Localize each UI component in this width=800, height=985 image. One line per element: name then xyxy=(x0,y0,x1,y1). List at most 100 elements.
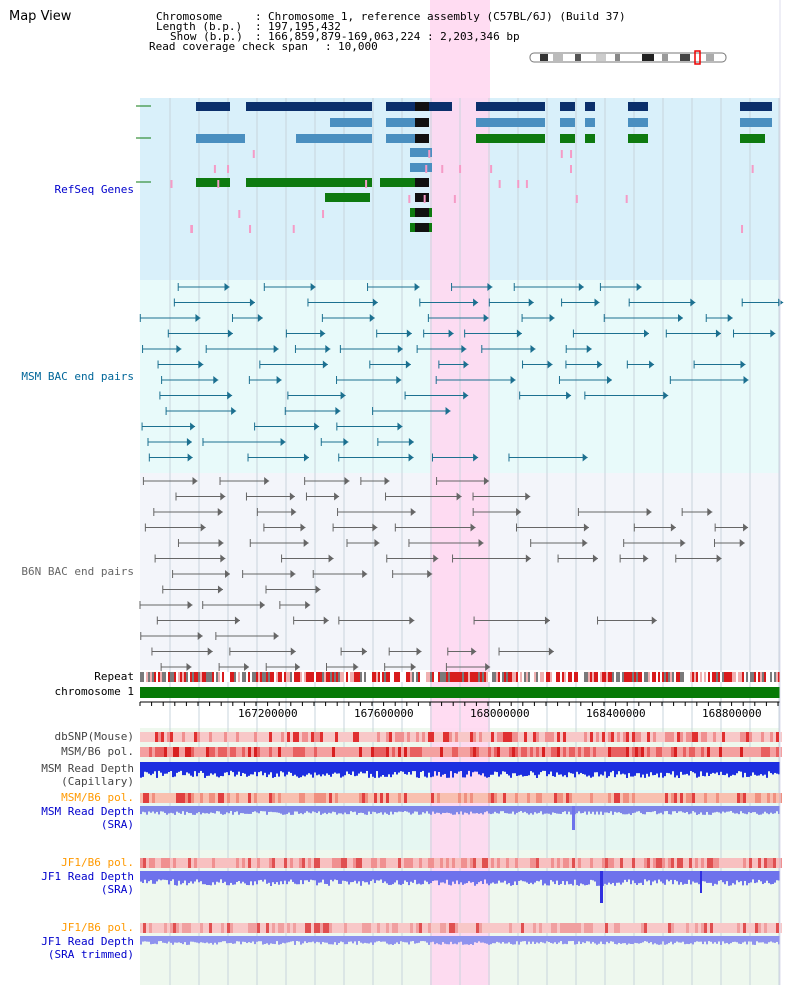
jf1-depth-bar xyxy=(302,871,304,885)
msm-pol2-cell xyxy=(653,793,656,803)
jf1-depth-bar xyxy=(554,871,556,885)
track-label-b6n-bac[interactable]: B6N BAC end pairs xyxy=(21,565,134,578)
msm-cap-depth-bar xyxy=(452,762,454,778)
track-label-msm-pol-2[interactable]: MSM/B6 pol. xyxy=(61,791,134,804)
repeat-cell xyxy=(184,672,186,682)
b6n-bac-pair xyxy=(220,554,226,563)
msm-pol2-cell xyxy=(455,793,458,803)
jf1-trim-depth-bar xyxy=(496,936,498,942)
msm-pol2-cell xyxy=(731,793,734,803)
jf1-pol2-cell xyxy=(623,923,626,933)
jf1-depth-bar xyxy=(142,871,144,884)
msm-pol2-cell xyxy=(515,793,518,803)
jf1-depth-bar xyxy=(662,871,664,884)
repeat-cell xyxy=(176,672,178,682)
track-label-refseq[interactable]: RefSeq Genes xyxy=(54,183,134,196)
ideogram-band xyxy=(575,54,581,61)
track-label-msm-bac[interactable]: MSM BAC end pairs xyxy=(21,370,134,383)
msm-pol-cell xyxy=(596,747,599,757)
repeat-cell xyxy=(754,672,756,682)
msm-cap-depth-bar xyxy=(438,762,440,772)
repeat-cell xyxy=(712,672,714,682)
msm-pol2-cell xyxy=(752,793,755,803)
repeat-cell xyxy=(384,672,386,682)
track-label-msm-pol[interactable]: MSM/B6 pol. xyxy=(61,745,134,758)
repeat-cell xyxy=(506,672,508,682)
jf1-trim-depth-bar xyxy=(518,936,520,945)
jf1-pol2-cell xyxy=(620,923,623,933)
msm-pol-cell xyxy=(296,747,299,757)
jf1-depth-bar xyxy=(240,871,242,884)
repeat-cell xyxy=(548,672,550,682)
dbsnp-cell xyxy=(593,732,596,742)
track-label-jf1-depth[interactable]: JF1 Read Depth xyxy=(41,870,134,883)
msm-pol-cell xyxy=(569,747,572,757)
jf1-pol-cell xyxy=(197,858,200,868)
b6n-bac-pair xyxy=(456,492,462,501)
msm-sra-depth-bar xyxy=(200,806,202,815)
track-label-chromosome[interactable]: chromosome 1 xyxy=(54,685,134,698)
jf1-trim-depth-bar xyxy=(676,936,678,942)
msm-sra-depth-bar xyxy=(320,806,322,815)
jf1-pol2-cell xyxy=(590,923,593,933)
dbsnp-cell xyxy=(335,732,338,742)
msm-sra-depth-bar xyxy=(310,806,312,814)
msm-bac-pair xyxy=(690,298,696,307)
msm-pol-cell xyxy=(233,747,236,757)
jf1-trim-depth-bar xyxy=(520,936,522,942)
jf1-depth-bar xyxy=(434,871,436,881)
jf1-depth-bar xyxy=(184,871,186,881)
jf1-pol-cell xyxy=(413,858,416,868)
jf1-depth-bar xyxy=(408,871,410,886)
jf1-pol-cell xyxy=(464,858,467,868)
msm-pol-cell xyxy=(275,747,278,757)
jf1-trim-depth-bar xyxy=(546,936,548,942)
jf1-trim-depth-bar xyxy=(140,936,142,945)
dbsnp-cell xyxy=(464,732,467,742)
track-label-msm-depth-cap[interactable]: MSM Read Depth xyxy=(41,762,134,775)
repeat-cell xyxy=(650,672,652,682)
msm-pol2-cell xyxy=(140,793,143,803)
msm-pol-cell xyxy=(143,747,146,757)
jf1-trim-depth-bar xyxy=(684,936,686,945)
msm-pol-cell xyxy=(503,747,506,757)
jf1-depth-bar xyxy=(304,871,306,881)
jf1-depth-bar xyxy=(344,871,346,881)
msm-cap-depth-bar xyxy=(730,762,732,776)
jf1-pol-cell xyxy=(380,858,383,868)
msm-pol-cell xyxy=(359,747,362,757)
jf1-pol-cell xyxy=(560,858,563,868)
msm-pol-cell xyxy=(185,747,188,757)
track-label-jf1-trim[interactable]: JF1 Read Depth xyxy=(41,935,134,948)
msm-pol2-cell xyxy=(638,793,641,803)
track-label-jf1-pol[interactable]: JF1/B6 pol. xyxy=(61,856,134,869)
repeat-cell xyxy=(592,672,594,682)
track-label-dbsnp[interactable]: dbSNP(Mouse) xyxy=(54,730,134,743)
msm-pol-cell xyxy=(716,747,719,757)
jf1-trim-depth-bar xyxy=(624,936,626,944)
jf1-pol2-cell xyxy=(629,923,632,933)
jf1-trim-depth-bar xyxy=(198,936,200,944)
msm-pol2-cell xyxy=(485,793,488,803)
track-label-msm-depth-sra[interactable]: MSM Read Depth xyxy=(41,805,134,818)
msm-cap-depth-bar xyxy=(504,762,506,772)
jf1-trim-depth-bar xyxy=(654,936,656,944)
track-label-repeat[interactable]: Repeat xyxy=(94,670,134,683)
msm-cap-depth-bar xyxy=(292,762,294,776)
jf1-pol-cell xyxy=(356,858,359,868)
jf1-depth-bar xyxy=(286,871,288,885)
msm-cap-depth-bar xyxy=(400,762,402,772)
msm-cap-depth-bar xyxy=(410,762,412,775)
dbsnp-cell xyxy=(746,732,749,742)
jf1-trim-depth-bar xyxy=(726,936,728,943)
jf1-depth-bar xyxy=(560,871,562,884)
jf1-depth-bar xyxy=(524,871,526,882)
msm-pol-cell xyxy=(590,747,593,757)
jf1-pol2-cell xyxy=(662,923,665,933)
track-label-jf1-pol-2[interactable]: JF1/B6 pol. xyxy=(61,921,134,934)
dbsnp-cell xyxy=(359,732,362,742)
jf1-trim-depth-bar xyxy=(680,936,682,943)
jf1-pol2-cell xyxy=(209,923,212,933)
msm-cap-depth-bar xyxy=(778,762,780,775)
